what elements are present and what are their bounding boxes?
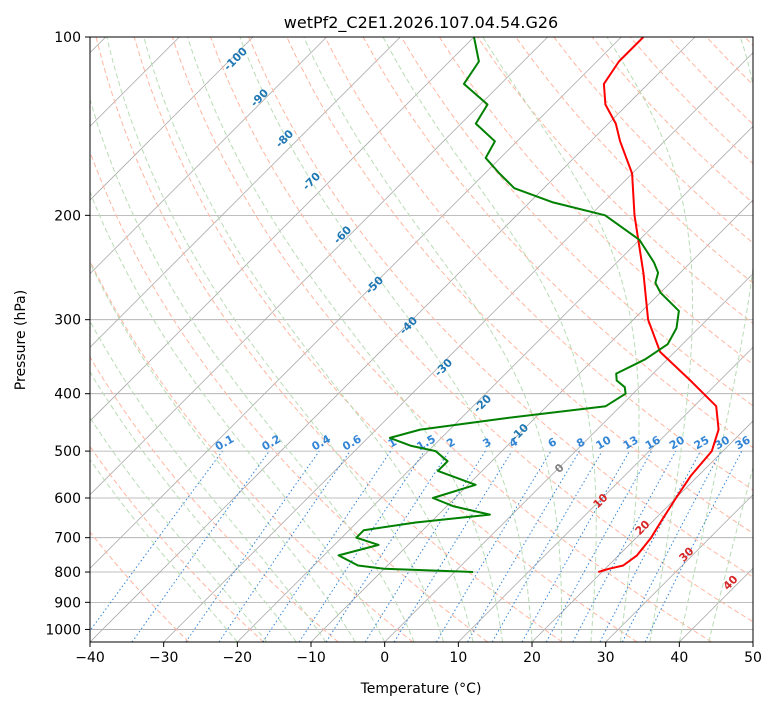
dry-adiabat	[90, 531, 190, 642]
moist-adiabat	[143, 37, 474, 642]
moist-adiabat	[90, 458, 238, 642]
isotherm-line	[90, 37, 475, 422]
isotherm-line	[90, 37, 548, 496]
x-tick-label: −40	[75, 650, 105, 666]
isotherm-line	[605, 494, 753, 642]
x-tick-label: 50	[744, 650, 762, 666]
moist-adiabat	[382, 37, 597, 642]
moist-adiabat	[90, 370, 297, 642]
dewpoint-profile	[337, 37, 680, 573]
mixing-ratio-line	[545, 450, 653, 642]
y-tick-label: 200	[54, 208, 81, 224]
isotherm-line	[90, 37, 401, 348]
y-tick-label: 600	[54, 491, 81, 507]
x-tick-label: −10	[296, 650, 326, 666]
mixing-ratio-line	[393, 450, 513, 642]
x-axis-ticks: −40 −30 −20 −10 0 10 20 30 40 50	[75, 642, 762, 666]
mixing-ratio-line	[131, 450, 270, 642]
mixing-ratio-line	[644, 450, 743, 642]
isotherm-line	[384, 273, 753, 642]
sounding-profiles	[337, 37, 720, 573]
isotherm-line	[90, 37, 327, 275]
moist-adiabat	[90, 416, 268, 642]
mixing-ratio-line	[218, 450, 351, 642]
moist-adiabat	[90, 320, 327, 642]
y-axis-ticks: 100 200 300 400 500 600 700 800 900 1000	[45, 30, 90, 638]
y-tick-label: 100	[54, 30, 81, 46]
dry-adiabat	[400, 37, 753, 407]
isotherm-line	[531, 420, 753, 642]
x-tick-label: 10	[449, 650, 467, 666]
moist-adiabat	[90, 190, 386, 642]
moist-adiabat	[90, 97, 415, 642]
dry-adiabat	[210, 37, 753, 623]
mixing-ratio-line	[90, 450, 223, 632]
mixing-ratio-line	[262, 450, 392, 642]
dry-adiabat	[90, 150, 488, 642]
y-tick-label: 500	[54, 444, 81, 460]
moist-adiabat	[239, 37, 533, 642]
dry-adiabat	[248, 37, 753, 578]
dry-adiabat	[90, 445, 264, 642]
x-tick-label: 0	[380, 650, 389, 666]
dry-adiabat	[95, 37, 563, 642]
moist-adiabat	[90, 261, 356, 642]
mixing-ratio-line	[185, 450, 320, 642]
moist-adiabat	[303, 37, 563, 642]
dry-adiabat	[324, 37, 753, 491]
moist-adiabat	[187, 37, 503, 642]
moist-adiabat	[106, 37, 445, 642]
x-tick-label: 40	[670, 650, 688, 666]
isotherm-line	[163, 52, 753, 642]
isotherm-line	[90, 37, 622, 569]
plot-frame	[89, 36, 754, 643]
y-tick-label: 800	[54, 565, 81, 581]
isotherm-line	[458, 346, 753, 642]
moist-adiabat	[482, 37, 640, 642]
y-tick-label: 900	[54, 595, 81, 611]
x-tick-label: 20	[523, 650, 541, 666]
x-tick-label: −20	[223, 650, 253, 666]
x-tick-label: 30	[597, 650, 615, 666]
mixing-ratio-line	[572, 450, 677, 642]
dry-adiabat	[90, 356, 339, 642]
grid-lines	[90, 37, 753, 642]
mixing-ratio-line	[325, 450, 450, 642]
mixing-ratio-line	[521, 450, 630, 642]
x-tick-label: −30	[149, 650, 179, 666]
temperature-profile	[598, 37, 720, 573]
y-tick-label: 700	[54, 531, 81, 547]
x-axis-label: Temperature (°C)	[360, 681, 482, 697]
moist-adiabat	[678, 37, 753, 642]
moist-adiabat	[708, 465, 753, 642]
y-tick-label: 1000	[45, 622, 81, 638]
y-tick-label: 400	[54, 387, 81, 403]
isotherm-line	[90, 37, 254, 201]
moist-adiabat	[606, 37, 694, 642]
dry-adiabat	[133, 37, 638, 642]
dry-adiabat	[171, 37, 712, 642]
y-tick-label: 300	[54, 313, 81, 329]
dry-adiabat	[515, 37, 753, 284]
dry-adiabat	[90, 259, 414, 642]
mixing-ratio-line	[298, 450, 425, 642]
isotherm-line	[90, 37, 696, 642]
y-axis-label: Pressure (hPa)	[13, 290, 29, 390]
isotherm-line	[237, 125, 753, 642]
dry-adiabat	[438, 37, 753, 366]
chart-title: wetPf2_C2E1.2026.107.04.54.G26	[284, 13, 558, 33]
